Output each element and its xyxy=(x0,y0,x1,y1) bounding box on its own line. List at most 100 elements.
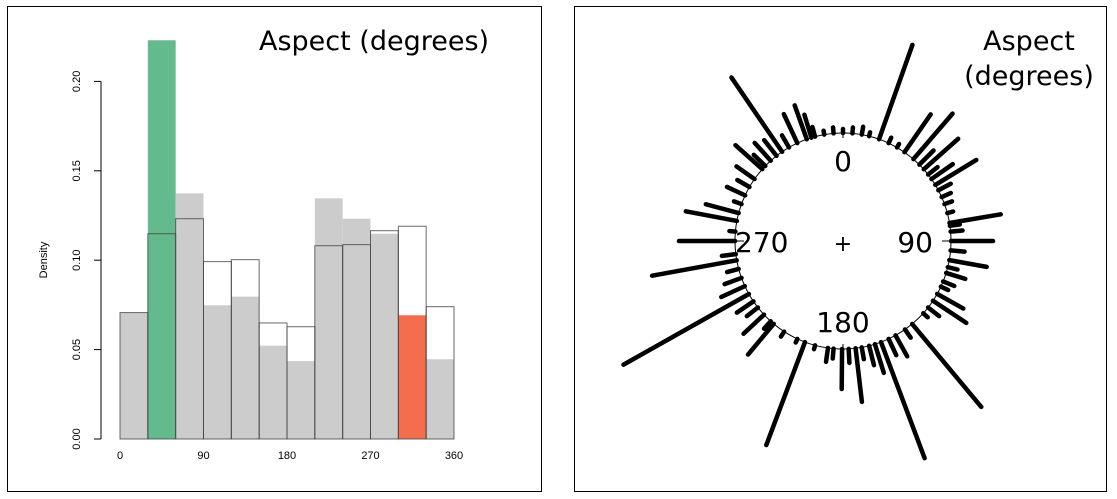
rose-spike xyxy=(764,339,808,448)
rose-spike xyxy=(921,136,961,172)
y-tick-label: 0.05 xyxy=(71,339,83,360)
rose-spike xyxy=(724,184,748,198)
rose-spike xyxy=(936,181,953,193)
rose-spike xyxy=(719,251,739,259)
rose-spike xyxy=(741,312,767,337)
rose-spike xyxy=(731,199,744,207)
outline-bar xyxy=(425,306,455,440)
rose-spike xyxy=(947,212,1004,226)
rose-spike xyxy=(872,341,887,376)
y-tick-label: 0.00 xyxy=(71,428,83,449)
rose-spike xyxy=(727,228,738,234)
rose-spike xyxy=(734,299,756,315)
rose-spike xyxy=(943,270,968,282)
rose-spike xyxy=(735,177,752,190)
histogram-panel: Aspect (degrees) Density 0.00 0.05 0.10 0.1… xyxy=(7,6,542,492)
x-tick-label: 90 xyxy=(197,450,209,462)
rose-spike xyxy=(947,257,989,270)
rose-spike xyxy=(830,346,836,361)
rose-title-line1: Aspect xyxy=(983,26,1075,57)
rose-spike xyxy=(733,142,765,172)
rose-spike xyxy=(729,75,785,155)
filled-bar xyxy=(314,198,343,439)
rose-spike xyxy=(811,343,818,352)
rose-spike xyxy=(621,291,752,367)
rose-spike xyxy=(945,264,960,272)
filled-bar xyxy=(370,233,399,439)
filled-bar xyxy=(426,359,454,439)
filled-bar xyxy=(287,361,315,439)
rose-spike xyxy=(719,283,748,300)
rose-spike xyxy=(853,346,865,405)
rose-spike xyxy=(938,284,951,293)
y-tick-label: 0.10 xyxy=(71,249,83,270)
rose-spike xyxy=(778,329,787,339)
rose-spike xyxy=(893,333,910,359)
label-90: 90 xyxy=(897,226,933,259)
rose-spike xyxy=(734,164,757,182)
rose-spike xyxy=(793,336,800,345)
rose-spike xyxy=(945,209,956,216)
rose-spike xyxy=(921,311,930,320)
rose-spike xyxy=(722,275,744,287)
rose-spike xyxy=(752,140,773,163)
rose-spike xyxy=(925,164,940,177)
rose-spike xyxy=(751,152,768,169)
rose-spike xyxy=(830,125,836,136)
center-mark: + xyxy=(834,232,852,257)
rose-spike xyxy=(859,345,867,362)
y-tick-label: 0.15 xyxy=(71,160,83,181)
filled-bar xyxy=(398,315,427,439)
y-tick-label: 0.20 xyxy=(71,71,83,92)
histogram-title: Aspect (degrees) xyxy=(259,26,489,57)
rose-spike xyxy=(850,125,856,136)
rose-spike xyxy=(911,111,955,162)
rose-spike xyxy=(792,103,810,142)
y-axis-label: Density xyxy=(38,241,50,278)
label-0: 0 xyxy=(834,145,852,178)
rose-spike xyxy=(902,327,913,340)
rose-spike xyxy=(939,190,954,200)
label-270: 270 xyxy=(735,226,788,259)
rose-spike xyxy=(779,133,792,150)
rose-spike xyxy=(948,248,967,254)
rose-spike xyxy=(902,112,933,155)
rose-spike xyxy=(761,319,773,331)
rose-spike xyxy=(683,209,740,224)
rose-spike xyxy=(745,321,776,357)
rose-spike xyxy=(929,161,956,182)
rose-spike xyxy=(781,111,800,146)
aspect-histogram: Aspect (degrees) Density 0.00 0.05 0.10 0.1… xyxy=(38,26,489,462)
rose-spike xyxy=(761,137,779,159)
x-tick-label: 180 xyxy=(278,450,296,462)
rose-spike xyxy=(810,124,818,139)
rose-spike xyxy=(930,298,969,326)
rose-spike xyxy=(886,336,899,358)
rose-spike xyxy=(947,222,963,229)
x-tick-label: 360 xyxy=(445,450,463,462)
rose-spike xyxy=(866,130,873,139)
rose-title-line2: (degrees) xyxy=(964,61,1094,92)
aspect-rose-diagram: Aspect (degrees) 0 90 180 270 + xyxy=(621,26,1094,461)
rose-spike xyxy=(878,339,927,461)
rose-spike xyxy=(933,157,979,188)
rose-spike xyxy=(886,135,894,146)
rose-spike xyxy=(909,321,984,410)
filled-bar xyxy=(147,40,176,439)
filled-bar xyxy=(120,312,148,439)
rose-spike xyxy=(925,305,942,319)
x-tick-label: 270 xyxy=(361,450,379,462)
rose-spike xyxy=(859,124,866,137)
rose-spike xyxy=(724,266,741,275)
filled-bar xyxy=(231,296,260,439)
x-tick-label: 0 xyxy=(117,450,123,462)
label-180: 180 xyxy=(816,306,869,339)
rose-spike xyxy=(876,42,915,142)
rose-spike xyxy=(846,346,852,366)
filled-bar xyxy=(342,218,371,439)
filled-bar xyxy=(175,193,204,439)
rose-panel: Aspect (degrees) 0 90 180 270 + xyxy=(574,6,1107,492)
rose-spike xyxy=(934,291,966,311)
rose-spike xyxy=(649,258,739,278)
rose-spike xyxy=(942,199,955,207)
